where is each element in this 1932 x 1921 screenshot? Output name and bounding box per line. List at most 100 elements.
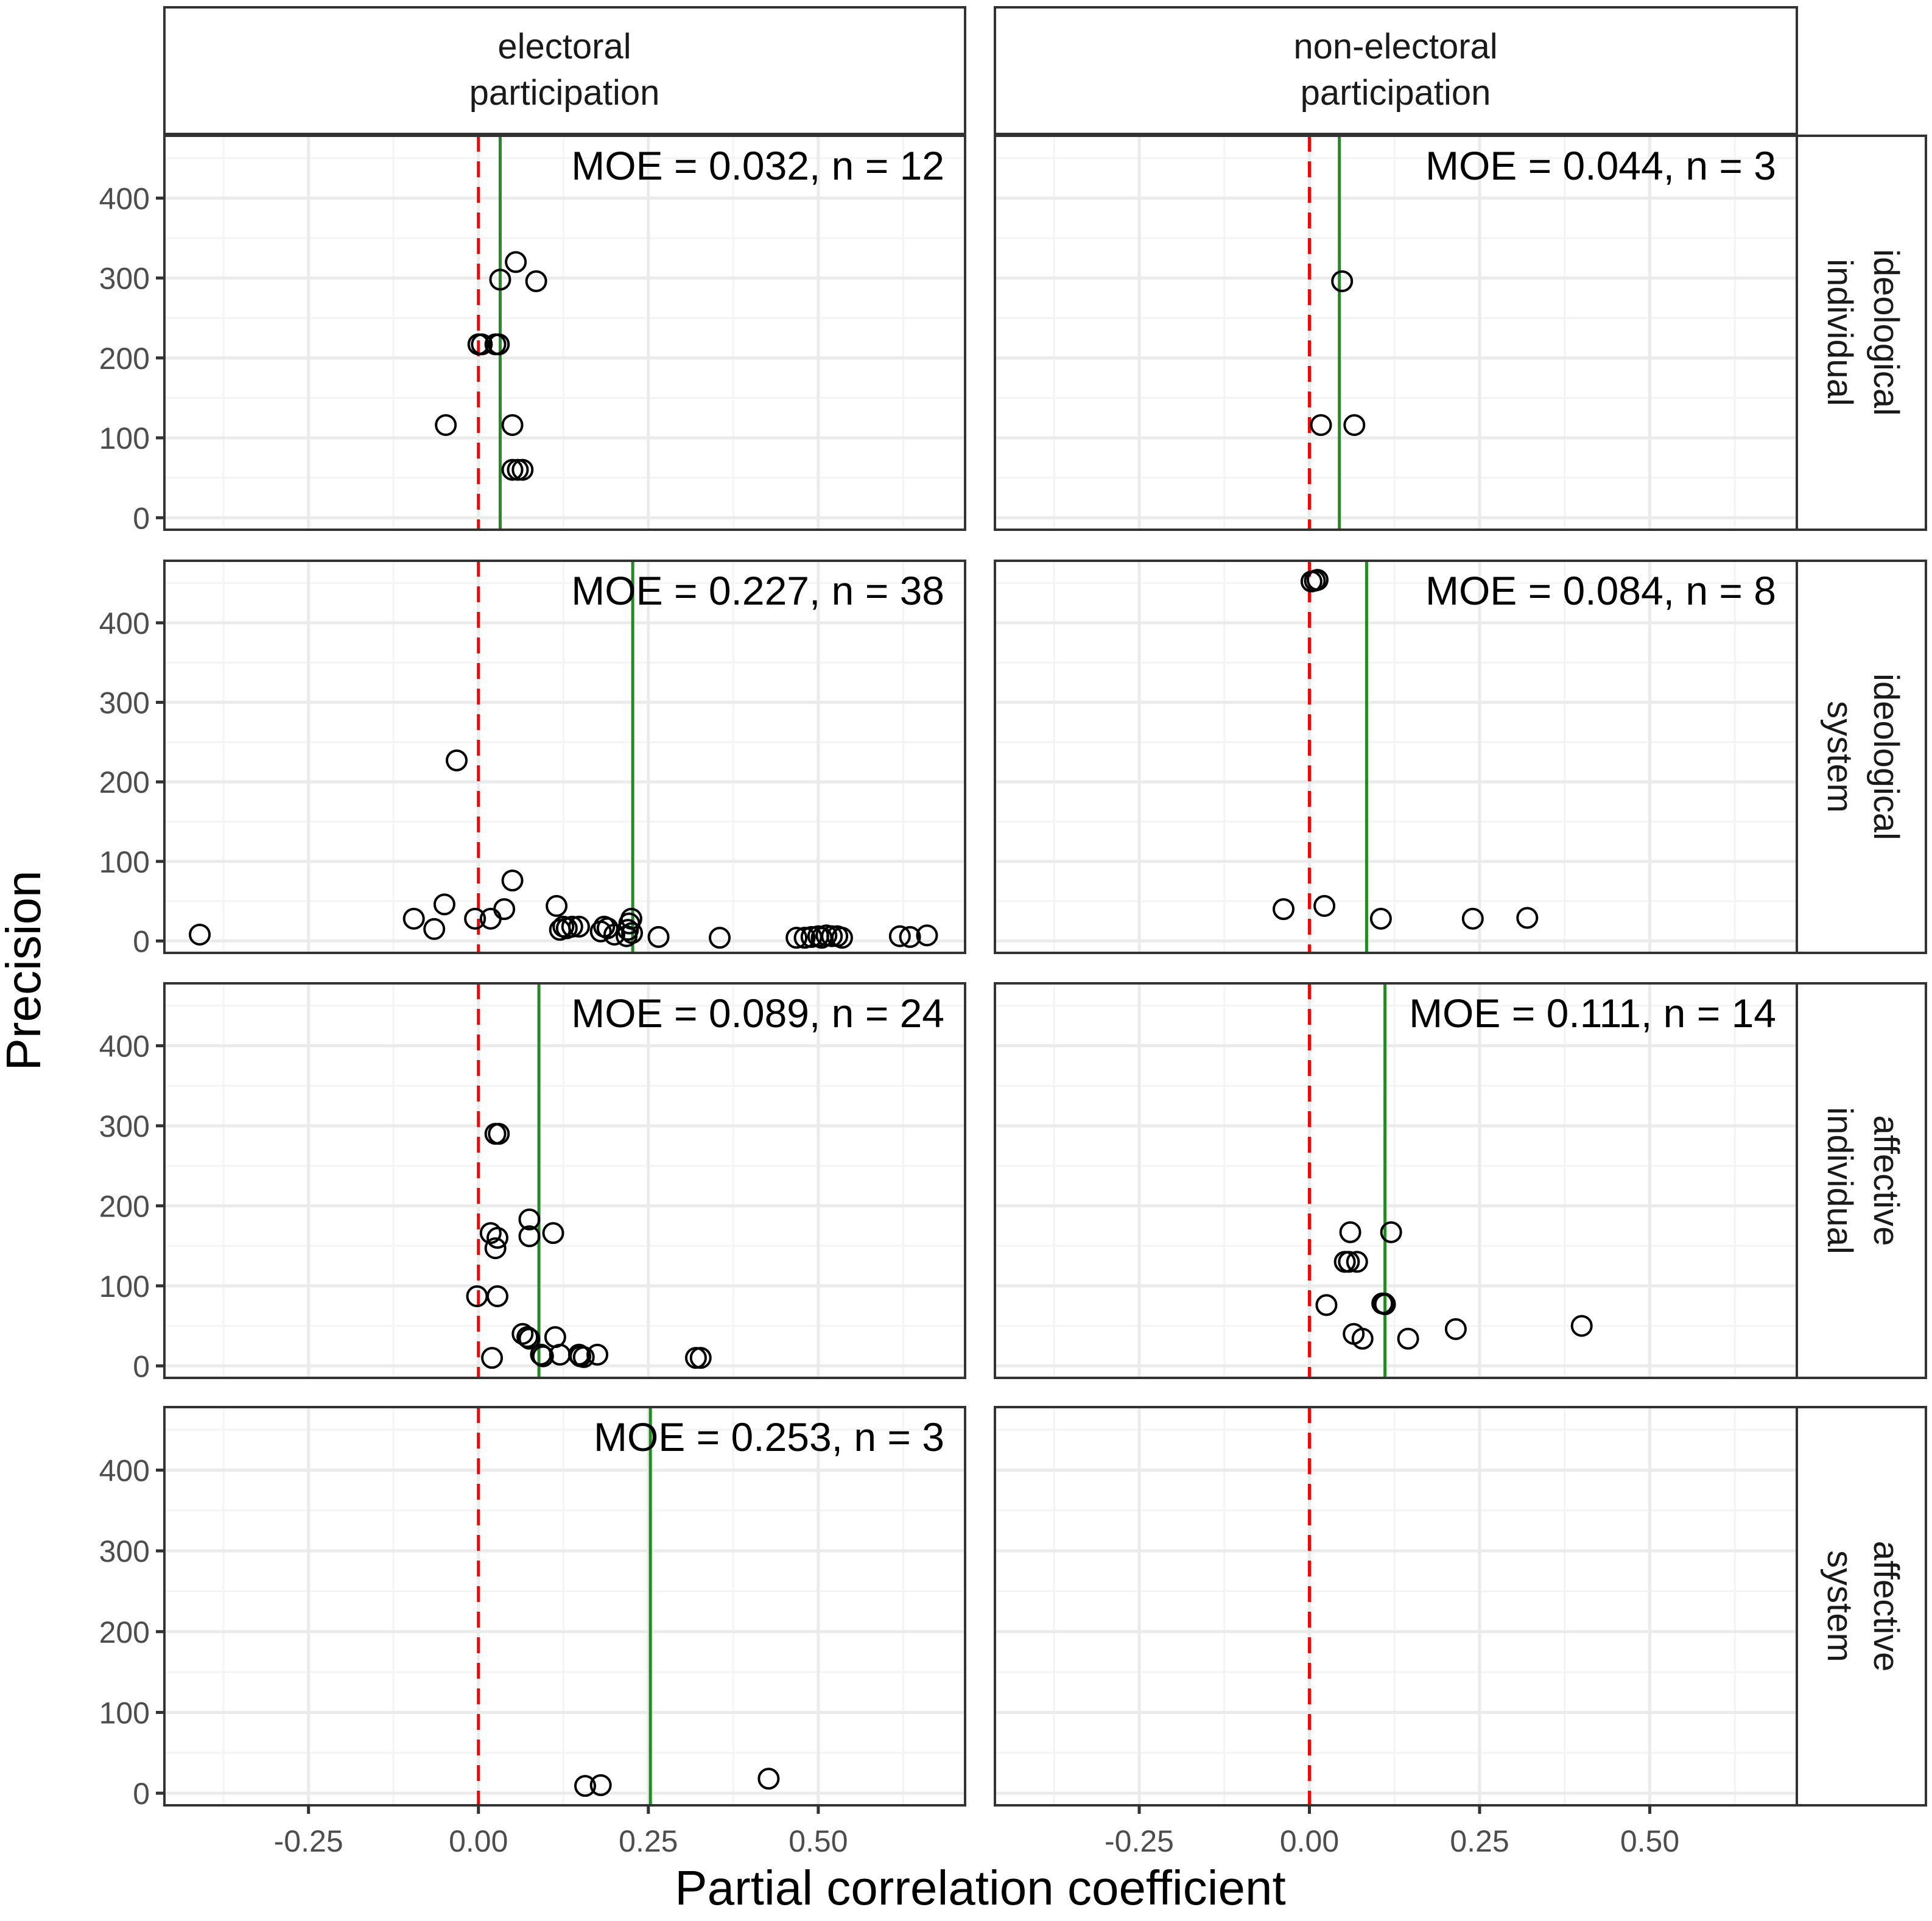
y-tick-label: 0 [133,924,150,958]
data-point [516,1326,539,1348]
data-point [1570,1315,1593,1337]
y-tick-label: 400 [99,606,150,641]
row-strips: ideological individual ideological syste… [1796,135,1927,1807]
data-point [532,1345,554,1368]
data-point [501,414,524,437]
data-point [435,414,457,437]
data-point [402,907,425,930]
y-axis-title: Precision [0,870,51,1070]
data-point [518,1208,541,1231]
data-point [916,924,938,947]
data-point [542,1222,564,1245]
column-strip-label-line1: non-electoral [1293,27,1497,66]
column-strip-label-line2: participation [469,73,660,113]
data-point [446,749,468,771]
data-point [709,927,731,949]
data-point [501,458,524,481]
x-axis-title: Partial correlation coefficient [675,1861,1285,1915]
column-strip-electoral: electoral participation [163,6,966,135]
data-point [489,269,511,291]
row-strip-affective-system: affective system [1796,1406,1927,1807]
y-tick-label: 300 [99,1109,150,1143]
data-point [620,907,642,930]
x-tick-label: 0.50 [789,1824,848,1858]
y-tick-label: 200 [99,765,150,799]
data-point [423,918,446,940]
data-point [486,1226,508,1249]
data-point [488,333,510,356]
data-point [501,869,524,892]
y-tick-label: 300 [99,686,150,720]
data-point [1331,270,1354,292]
y-tick-label: 0 [133,1777,150,1811]
data-point [689,1347,712,1369]
data-point [757,1768,780,1790]
data-point [1374,1293,1396,1316]
y-tick-label: 100 [99,1696,150,1730]
data-point [511,1322,534,1345]
y-tick-label: 100 [99,421,150,455]
data-point [546,894,568,917]
data-point [574,1775,596,1797]
data-point [1306,569,1329,591]
y-tick-label: 300 [99,262,150,296]
moe-annotation: MOE = 0.089, n = 24 [571,991,944,1036]
data-point [793,927,816,949]
column-strip-label-line1: electoral [497,27,631,66]
data-point [561,915,583,938]
panel-ideological-system-electoral: MOE = 0.227, n = 38 0 100 200 300 400 [99,560,966,958]
column-strip-label-line2: participation [1301,73,1491,113]
panel-ideological-system-non-electoral: MOE = 0.084, n = 8 [994,560,1798,954]
y-tick-label: 200 [99,1189,150,1223]
y-tick-label: 0 [133,501,150,535]
data-point [518,1327,541,1350]
data-point [511,458,534,481]
data-point [589,1774,612,1796]
data-point [493,898,516,921]
moe-annotation: MOE = 0.253, n = 3 [594,1414,944,1459]
moe-annotation: MOE = 0.084, n = 8 [1425,568,1776,613]
data-point [1397,1327,1419,1350]
x-tick-label: 0.00 [449,1824,508,1858]
data-point [569,1345,592,1368]
data-point [481,1347,504,1369]
data-point [621,922,644,944]
panel-affective-system-electoral: MOE = 0.253, n = 3 0 100 200 300 400 -0.25 0.00… [99,1406,966,1858]
data-point [1310,414,1332,437]
data-point [518,1225,541,1248]
row-strip-label-line1: affective [1866,1541,1906,1672]
moe-annotation: MOE = 0.227, n = 38 [571,568,944,613]
data-point [471,333,493,356]
data-point [464,907,487,930]
row-strip-affective-individual: affective individual [1796,982,1927,1379]
data-point [785,927,808,949]
x-tick-label: 0.00 [1280,1824,1339,1858]
y-tick-label: 100 [99,845,150,879]
data-point [484,1237,507,1260]
row-strip-label-line2: system [1820,1550,1860,1662]
data-point [567,915,590,938]
data-point [1444,1318,1467,1340]
data-point [899,925,921,948]
data-point [1346,1251,1368,1273]
row-strip-ideological-system: ideological system [1796,560,1927,954]
data-point [1516,907,1539,929]
row-strip-ideological-individual: ideological individual [1796,135,1927,531]
data-point [647,925,670,948]
data-point [1369,907,1392,930]
y-tick-label: 100 [99,1270,150,1304]
row-strip-label-line1: ideological [1866,673,1906,840]
y-tick-label: 0 [133,1349,150,1383]
data-point [1343,414,1366,437]
panel-affective-individual-electoral: MOE = 0.089, n = 24 0 100 200 300 400 [99,982,966,1383]
data-point [479,1222,502,1245]
moe-annotation: MOE = 0.032, n = 12 [571,143,944,188]
data-point [1273,898,1295,921]
data-point [586,1343,609,1366]
x-tick-label: 0.25 [619,1824,678,1858]
data-point [1339,1221,1361,1243]
data-point [189,923,211,946]
x-tick-label: 0.50 [1620,1824,1679,1858]
